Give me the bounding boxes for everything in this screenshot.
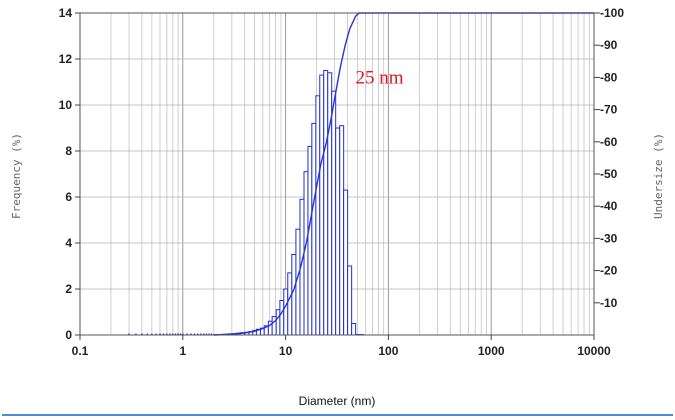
frequency-bar [271,316,277,336]
x-tick-label: 0.1 [72,344,89,358]
frequency-bar [283,288,289,336]
x-tick-label: 10000 [577,344,611,358]
frequency-bar [343,189,349,336]
baseline-dot [151,333,153,335]
frequency-bar [287,272,293,336]
y-right-axis-ticks: -10 -20 -30 -40 -50 -60 -70 -80 -90 -100 [594,6,624,310]
baseline-dot [172,333,174,335]
y-left-tick-label: 10 [59,98,73,112]
baseline-dot [169,333,171,335]
y-right-tick-label: -10 [600,296,618,310]
frequency-bar [323,70,329,336]
frequency-bar [315,95,321,336]
y-right-tick-label: -40 [600,199,618,213]
x-tick-label: 1000 [478,344,505,358]
y-right-tick-label: -60 [600,135,618,149]
baseline-dot [141,333,143,335]
median-annotation: 25 nm [356,67,404,88]
bottom-rule [2,414,673,416]
y-right-axis-label: Undersize (%) [652,133,665,219]
frequency-bar [311,122,317,336]
baseline-dot [190,333,192,335]
baseline-dot [208,333,210,335]
y-right-tick-label: -100 [600,6,624,20]
y-left-tick-label: 8 [65,144,72,158]
frequency-bar [331,90,337,336]
baseline-dot [166,333,168,335]
frequency-bar [307,145,313,336]
baseline-dot [174,333,177,335]
baseline-dot [205,333,208,335]
x-tick-label: 10 [279,344,293,358]
frequency-bar [327,72,333,336]
y-left-tick-label: 4 [65,236,72,250]
y-left-axis-label: Frequency (%) [10,133,23,219]
undersize-curve [213,12,594,336]
frequency-bar [339,125,345,336]
frequency-bar [347,265,353,336]
y-right-tick-label: -90 [600,38,618,52]
baseline-dot [159,333,161,335]
frequency-bar [335,127,341,336]
frequency-bar [319,74,325,336]
frequency-bar [275,309,281,336]
frequency-bar [279,300,285,336]
frequency-bar [351,323,357,336]
y-right-tick-label: -50 [600,167,618,181]
baseline-dot [177,333,179,335]
baseline-dot [135,333,137,335]
baseline-dot [200,333,202,335]
baseline-dot [197,333,199,335]
x-axis-label: Diameter (nm) [299,394,376,408]
x-axis-ticks: 0.1 1 10 100 1000 10000 [72,335,611,358]
baseline-dot [193,333,196,335]
y-left-tick-label: 12 [59,52,73,66]
y-left-tick-label: 14 [59,6,73,20]
y-right-tick-label: -70 [600,103,618,117]
baseline-dot [210,333,213,335]
baseline-dot [179,333,182,335]
baseline-dot [155,333,157,335]
baseline-dots [128,333,213,335]
y-right-tick-label: -20 [600,264,618,278]
frequency-bar [303,171,309,336]
y-right-tick-label: -80 [600,70,618,84]
frequency-bar [291,254,297,336]
y-left-tick-label: 6 [65,190,72,204]
x-tick-label: 100 [378,344,398,358]
y-left-tick-label: 0 [65,328,72,342]
baseline-dot [203,333,205,335]
baseline-dot [146,333,148,335]
baseline-dot [162,333,165,335]
x-tick-label: 1 [179,344,186,358]
y-left-axis-ticks: 0 2 4 6 8 10 12 14 [59,6,80,342]
y-left-tick-label: 2 [65,282,72,296]
y-right-tick-label: -30 [600,231,618,245]
baseline-dot [186,333,188,335]
baseline-dot [182,333,184,335]
baseline-dot [128,333,130,335]
